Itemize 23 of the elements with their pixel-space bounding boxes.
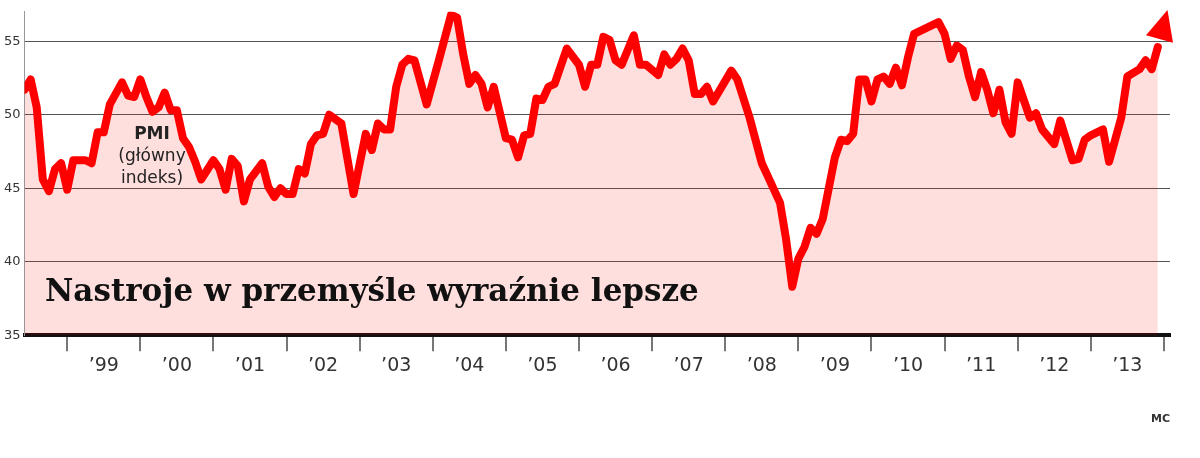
x-tick-label: ’08 [746,352,777,375]
series-label: PMI (główny indeks) [118,123,186,188]
x-tick-label: ’12 [1039,352,1070,375]
x-tick-label: ’05 [527,352,558,375]
text: Nastroje w przemyśle wyraźnie lepsze [45,272,699,308]
x-tick-label: ’00 [161,352,192,375]
y-tick-label: 45 [4,179,21,195]
x-tick-label: ’99 [88,352,119,375]
y-tick-label: 55 [4,32,21,48]
x-tick-label: ’01 [234,352,266,375]
y-tick-label: 40 [4,253,21,269]
x-tick-label: ’07 [673,352,704,375]
x-tick-label: ’04 [454,352,485,375]
x-tick-label: ’06 [600,352,631,375]
x-tick-label: ’11 [966,352,997,375]
y-tick-label: 50 [4,106,21,122]
text: MC [1150,412,1170,425]
y-tick-label: 35 [4,326,21,342]
x-tick-label: ’09 [819,352,850,375]
x-tick-label: ’02 [307,352,339,375]
x-tick-label: ’10 [892,352,924,375]
x-tick-label: ’03 [381,352,412,375]
x-tick-label: ’13 [1112,352,1143,375]
